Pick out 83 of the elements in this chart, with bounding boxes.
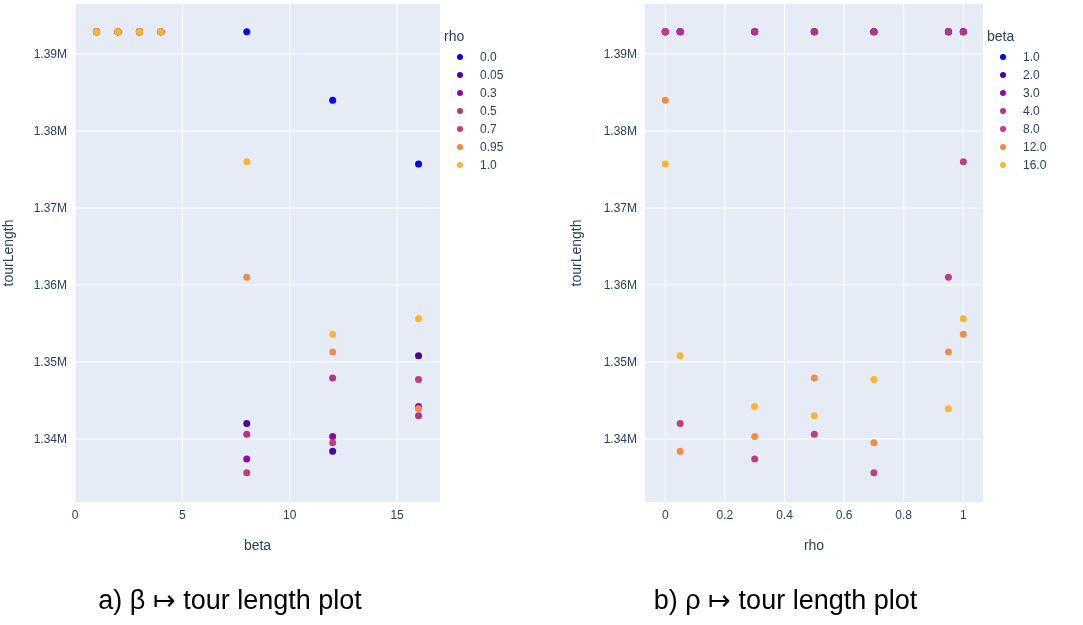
point (676, 447, 684, 455)
point (243, 469, 251, 477)
x-axis-title: beta (243, 537, 272, 553)
point (676, 419, 684, 427)
x-axis-title: rho (803, 537, 825, 553)
y-tick-label: 1.35M (603, 355, 637, 370)
y-tick-label: 1.36M (603, 278, 637, 293)
legend-title: beta (987, 28, 1016, 44)
point (329, 374, 337, 382)
point (751, 433, 759, 441)
legend-label: 2.0 (1023, 68, 1040, 82)
y-tick-label: 1.39M (603, 47, 637, 62)
point (810, 374, 818, 382)
point (243, 430, 251, 438)
point (959, 158, 967, 166)
legend-label: 8.0 (1023, 122, 1040, 136)
legend-label: 0.3 (480, 86, 497, 100)
x-tick-label: 0.4 (776, 507, 794, 522)
x-tick-label: 0.6 (835, 507, 853, 522)
point (810, 412, 818, 420)
legend-label: 1.0 (480, 158, 497, 172)
y-axis-title: tourLength (0, 219, 16, 287)
legend-label: 12.0 (1023, 140, 1047, 154)
point (243, 158, 251, 166)
legend-label: 0.0 (480, 50, 497, 64)
point (415, 376, 423, 384)
point (944, 348, 952, 356)
point (676, 352, 684, 360)
y-tick-label: 1.35M (33, 355, 67, 370)
y-tick-label: 1.38M (603, 124, 637, 139)
point (944, 273, 952, 281)
legend-label: 0.7 (480, 122, 497, 136)
y-tick-label: 1.37M (33, 201, 67, 216)
point (415, 160, 423, 168)
y-tick-label: 1.37M (603, 201, 637, 216)
point (329, 447, 337, 455)
point (870, 439, 878, 447)
legend-label: 0.95 (480, 140, 504, 154)
point (329, 96, 337, 104)
point (243, 419, 251, 427)
point (329, 439, 337, 447)
point (415, 352, 423, 360)
point (810, 430, 818, 438)
y-tick-label: 1.39M (33, 47, 67, 62)
point (751, 403, 759, 411)
point (661, 96, 669, 104)
point (329, 330, 337, 338)
legend-label: 16.0 (1023, 158, 1047, 172)
point (959, 330, 967, 338)
text: a) β ↦ tour length plot (97, 584, 363, 616)
point (870, 469, 878, 477)
x-tick-label: 10 (283, 507, 297, 522)
point (415, 315, 423, 323)
point (329, 433, 337, 441)
point (661, 160, 669, 168)
point (944, 405, 952, 413)
point (751, 455, 759, 463)
point (243, 273, 251, 281)
point (243, 455, 251, 463)
legend-label: 3.0 (1023, 86, 1040, 100)
x-tick-label: 0.8 (895, 507, 913, 522)
x-tick-label: 15 (390, 507, 405, 522)
text: b) ρ ↦ tour length plot (652, 584, 919, 616)
y-tick-label: 1.36M (33, 278, 67, 293)
y-axis-title: tourLength (567, 219, 584, 287)
legend-label: 0.5 (480, 104, 497, 118)
y-tick-label: 1.34M (33, 432, 67, 447)
x-tick-label: 1 (959, 507, 967, 522)
point (959, 315, 967, 323)
y-tick-label: 1.38M (33, 124, 67, 139)
point (329, 348, 337, 356)
x-tick-label: 5 (179, 507, 187, 522)
point (243, 28, 251, 36)
legend-label: 0.05 (480, 68, 504, 82)
y-tick-label: 1.34M (603, 432, 637, 447)
point (870, 376, 878, 384)
x-tick-label: 0.2 (716, 507, 734, 522)
legend-label: 4.0 (1023, 104, 1040, 118)
legend-title: rho (444, 28, 466, 44)
legend-label: 1.0 (1023, 50, 1040, 64)
x-tick-label: 0 (661, 507, 669, 522)
x-tick-label: 0 (71, 507, 79, 522)
point (415, 412, 423, 420)
